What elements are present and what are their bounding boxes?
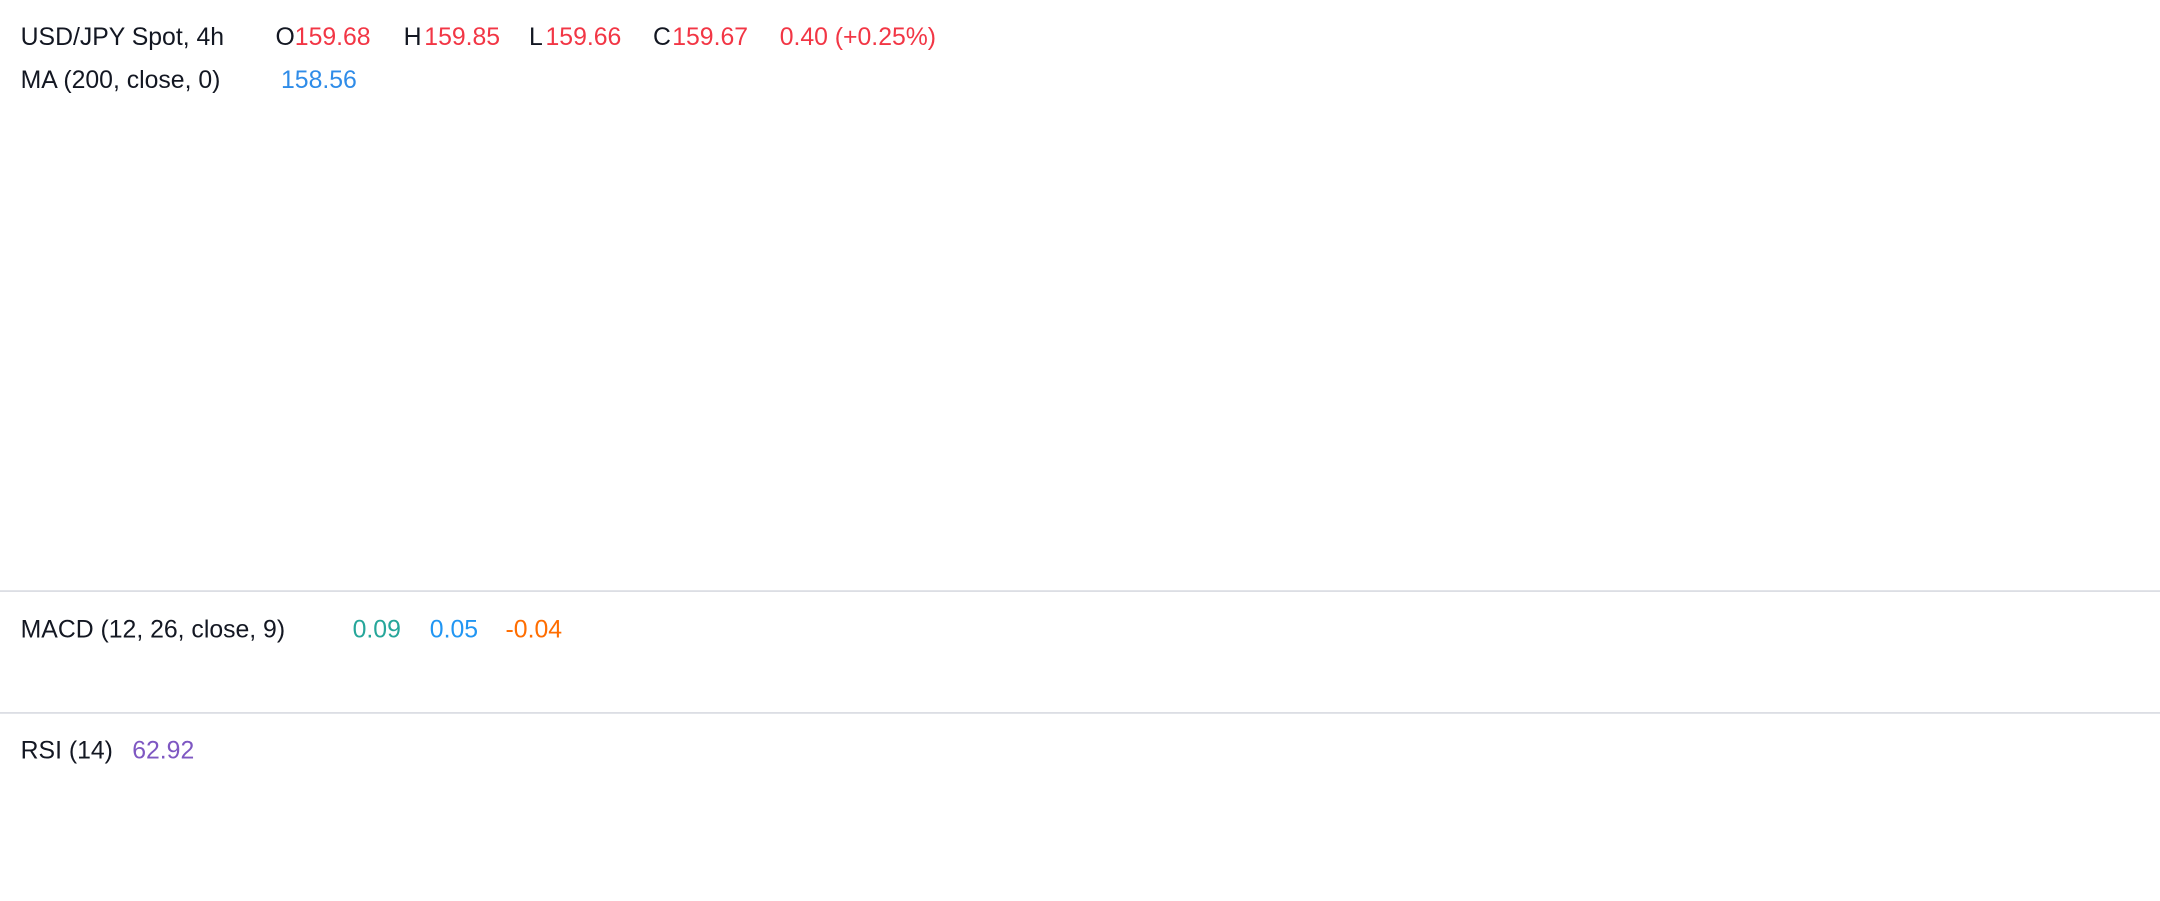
layout xyxy=(0,590,2160,714)
ma-legend: MA (200, close, 0) xyxy=(21,67,221,94)
ohlc-letter: O xyxy=(276,24,295,51)
ohlc-value: 159.67 xyxy=(672,24,748,51)
macd-value: 0.05 xyxy=(430,617,478,644)
signal-value: -0.04 xyxy=(506,617,563,644)
macd-legend: MACD (12, 26, close, 9) xyxy=(21,617,285,644)
ohlc-value: 159.66 xyxy=(546,24,622,51)
ohlc-value: 159.85 xyxy=(424,24,500,51)
ma-value: 158.56 xyxy=(281,67,357,94)
ohlc-value: 159.68 xyxy=(295,24,371,51)
rsi-legend: RSI (14) xyxy=(21,738,113,765)
ohlc-letter: H xyxy=(404,24,422,51)
ohlc-letter: C xyxy=(653,24,671,51)
change-label: 0.40 (+0.25%) xyxy=(780,24,936,51)
macd-hist-value: 0.09 xyxy=(353,617,401,644)
ohlc-letter: L xyxy=(529,24,543,51)
rsi-value: 62.92 xyxy=(132,738,194,765)
chart-title: USD/JPY Spot, 4h xyxy=(21,24,224,51)
